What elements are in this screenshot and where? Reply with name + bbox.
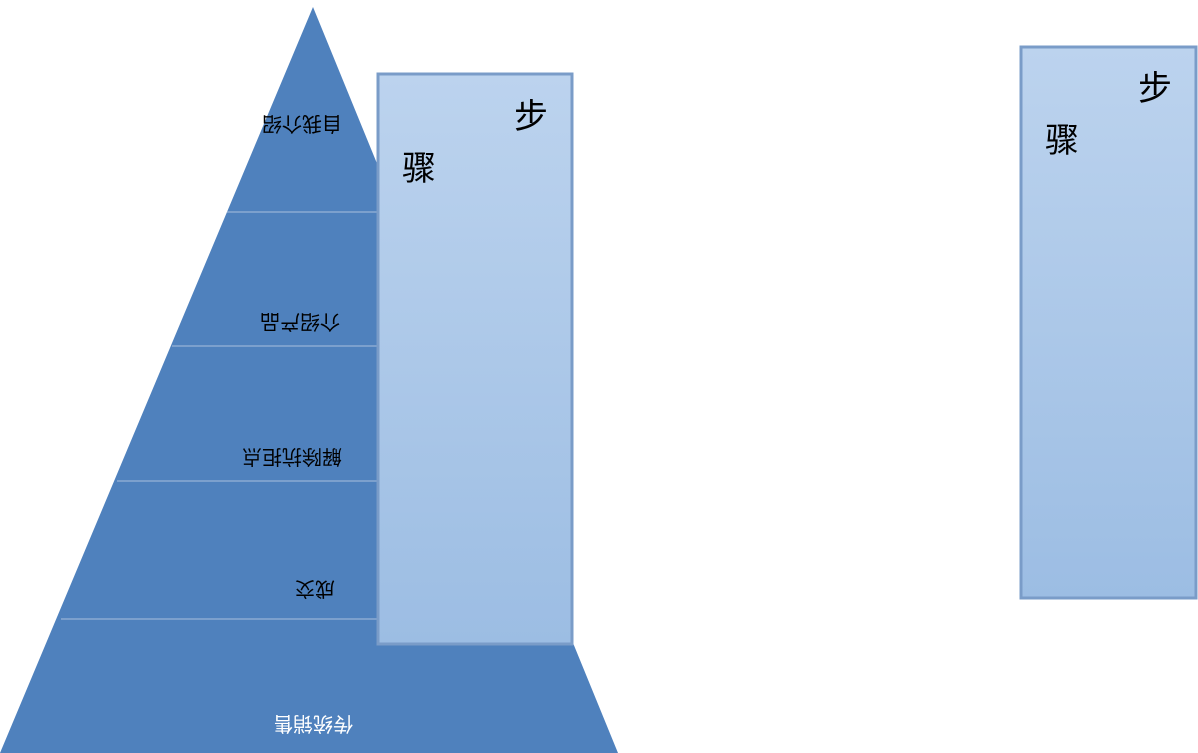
step-box-left-char-top: 步 (514, 97, 548, 137)
pyramid-label-self-intro: 自我介绍 (262, 112, 342, 136)
pyramid-label-traditional-sales: 传统销售 (273, 712, 353, 736)
pyramid-level-dividers (61, 211, 378, 620)
step-box-left (376, 72, 574, 646)
step-box-right (1019, 45, 1198, 600)
pyramid-label-closing: 成交 (295, 577, 335, 601)
pyramid-label-objection-handling: 解除抗拒点 (242, 445, 342, 469)
step-box-right-char-top: 步 (1138, 69, 1172, 109)
pyramid-label-product-intro: 介绍产品 (260, 310, 340, 334)
step-box-left-char-bottom: 骤 (402, 149, 436, 189)
step-box-right-char-bottom: 骤 (1045, 121, 1079, 161)
